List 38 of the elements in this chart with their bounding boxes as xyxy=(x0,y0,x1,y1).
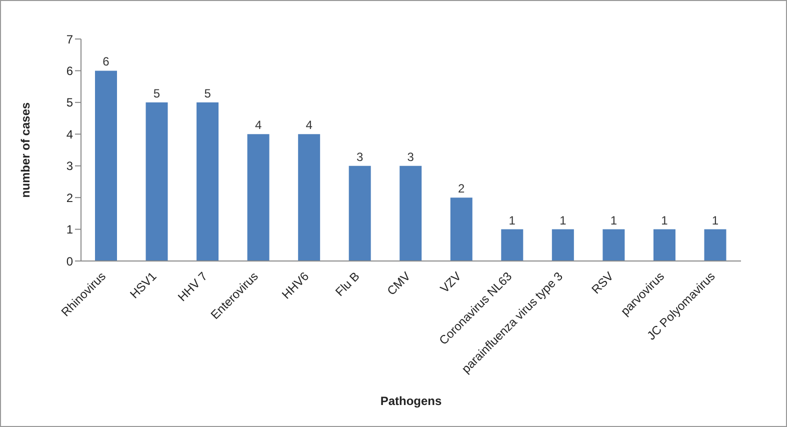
bar xyxy=(501,229,524,261)
y-tick-label: 4 xyxy=(66,127,74,142)
y-tick-label: 2 xyxy=(66,190,74,205)
data-label: 5 xyxy=(204,86,212,100)
bar xyxy=(348,166,371,261)
data-label: 1 xyxy=(610,213,618,228)
bar xyxy=(704,229,726,261)
bar xyxy=(196,102,219,261)
bar xyxy=(552,229,574,261)
bar xyxy=(95,70,117,261)
data-label: 1 xyxy=(712,213,719,228)
x-tick-label: VZV xyxy=(437,269,464,296)
y-axis-title: number of cases xyxy=(18,102,32,198)
bar xyxy=(653,229,676,261)
x-axis-title: Pathogens xyxy=(380,394,442,408)
bar xyxy=(298,134,320,261)
y-tick-label: 1 xyxy=(66,222,74,237)
data-label: 3 xyxy=(407,150,414,164)
data-label: 2 xyxy=(458,182,466,196)
bar xyxy=(247,134,270,261)
data-label: 1 xyxy=(661,213,668,228)
y-tick-label: 5 xyxy=(66,96,74,110)
bar xyxy=(450,198,472,261)
data-label: 1 xyxy=(508,213,516,228)
data-label: 5 xyxy=(153,86,160,100)
data-label: 1 xyxy=(560,213,567,228)
x-tick-label: Flu B xyxy=(332,269,362,299)
y-tick-label: 7 xyxy=(66,32,74,46)
y-tick-label: 0 xyxy=(66,254,74,268)
data-label: 6 xyxy=(102,54,110,69)
bar xyxy=(146,102,168,261)
y-tick-label: 3 xyxy=(66,159,74,174)
data-label: 4 xyxy=(306,118,313,132)
bar xyxy=(602,229,625,261)
y-tick-label: 6 xyxy=(66,64,74,78)
bar xyxy=(400,166,422,261)
data-label: 3 xyxy=(356,150,364,164)
data-label: 4 xyxy=(254,118,262,132)
